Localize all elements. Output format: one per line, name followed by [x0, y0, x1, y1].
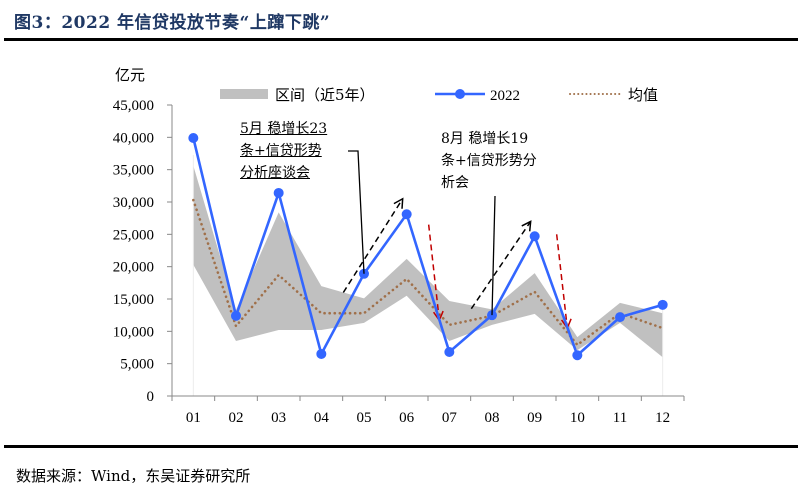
- y-tick-label: 45,000: [113, 98, 154, 114]
- annotation-line: 8月 稳增长19: [441, 131, 529, 147]
- annotation-line: 条+信贷形势: [240, 143, 322, 159]
- annotation-line: 条+信贷形势分: [441, 153, 537, 169]
- x-tick-label: 07: [442, 410, 458, 426]
- data-point-2022: [188, 132, 199, 143]
- trend-arrow-down: [555, 234, 569, 329]
- annotation-august: 8月 稳增长19 条+信贷形势分 析会: [441, 128, 537, 194]
- trend-arrow-up-head: [521, 220, 532, 232]
- data-point-2022: [657, 299, 668, 310]
- x-tick-label: 01: [186, 410, 201, 426]
- x-tick-label: 05: [357, 410, 372, 426]
- series-line-mean: [192, 198, 664, 347]
- trend-arrow-up: [470, 220, 532, 310]
- data-point-2022: [615, 312, 625, 323]
- x-tick-label: 06: [399, 410, 415, 426]
- y-axis-unit-label: 亿元: [115, 67, 145, 84]
- y-tick-label: 0: [147, 389, 155, 405]
- data-point-2022: [529, 231, 540, 242]
- legend-label-2022: 2022: [490, 88, 520, 104]
- source-note: 数据来源：Wind，东吴证券研究所: [16, 467, 251, 485]
- top-rule: [4, 38, 798, 41]
- data-point-2022: [401, 209, 412, 220]
- data-point-2022: [444, 347, 455, 358]
- y-tick-label: 40,000: [113, 130, 154, 146]
- legend-label-band: 区间（近5年）: [275, 86, 375, 104]
- y-tick-label: 5,000: [120, 357, 154, 373]
- legend-swatch-band: [220, 89, 268, 99]
- y-tick-label: 25,000: [113, 227, 154, 243]
- trend-arrow-up: [342, 198, 404, 293]
- data-point-2022: [572, 350, 583, 361]
- y-tick-label: 10,000: [113, 324, 154, 340]
- annotation-may: 5月 稳增长23 条+信贷形势 分析座谈会: [240, 118, 327, 184]
- chart: 亿元 区间（近5年） 2022 均值 0 5,000 10,000 15,000 20,00…: [113, 67, 685, 426]
- x-tick-label: 12: [655, 410, 670, 426]
- x-tick-label: 03: [271, 410, 286, 426]
- trend-arrow-down: [427, 224, 441, 321]
- x-tick-label: 11: [613, 410, 627, 426]
- y-tick-label: 15,000: [113, 292, 154, 308]
- range-band-area: [193, 165, 663, 358]
- data-point-2022: [273, 187, 284, 198]
- legend-marker-2022: [455, 89, 465, 99]
- legend-label-mean: 均值: [628, 86, 658, 104]
- callout-line-may: [348, 150, 365, 274]
- callout-line-august: [491, 195, 496, 316]
- figure-title: 图3：2022 年信贷投放节奏“上蹿下跳”: [14, 13, 331, 33]
- legend: 区间（近5年） 2022 均值: [220, 86, 658, 104]
- annotation-line: 分析座谈会: [240, 165, 310, 181]
- annotation-line: 析会: [441, 175, 469, 191]
- y-tick-label: 20,000: [113, 260, 154, 276]
- y-tick-label: 35,000: [113, 163, 154, 179]
- data-point-2022: [316, 348, 327, 359]
- x-tick-label: 09: [527, 410, 542, 426]
- series-line-2022: [192, 137, 664, 358]
- x-tick-label: 10: [570, 410, 585, 426]
- bottom-rule: [4, 445, 798, 448]
- trend-arrow-up-head: [393, 197, 404, 209]
- data-point-2022: [231, 310, 241, 321]
- x-tick-label: 08: [485, 410, 500, 426]
- x-tick-label: 02: [229, 410, 244, 426]
- x-tick-label: 04: [314, 410, 330, 426]
- annotation-line: 5月 稳增长23: [240, 121, 328, 137]
- y-tick-label: 30,000: [113, 195, 154, 211]
